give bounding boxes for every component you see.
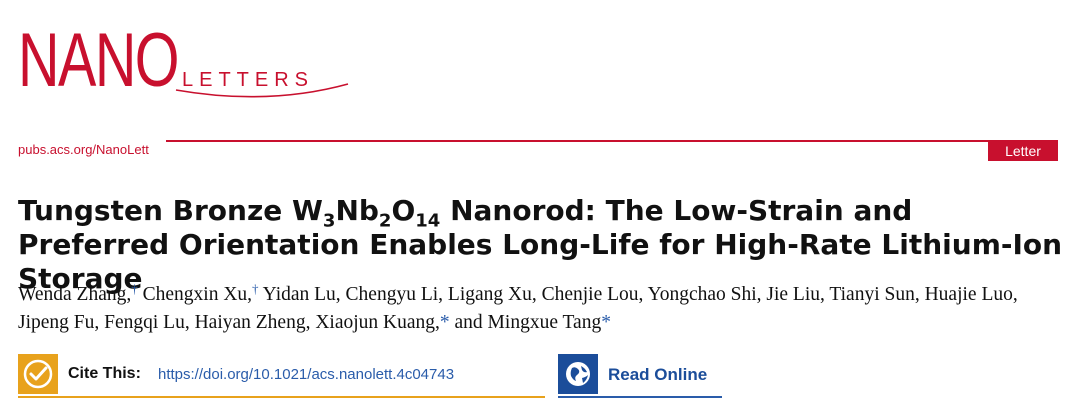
author-entry: and Mingxue Tang: [449, 312, 602, 333]
equal-contribution-mark[interactable]: †: [252, 280, 259, 296]
logo-main-text: NANO: [18, 18, 178, 103]
read-online-button[interactable]: Read Online: [558, 352, 722, 398]
author-entry: Wenda Zhang,: [18, 284, 132, 305]
logo-swoosh: [175, 83, 349, 98]
article-title: Tungsten Bronze W3Nb2O14 Nanorod: The Lo…: [18, 194, 1063, 295]
author-entry: Chengxin Xu,: [137, 284, 253, 305]
quote-check-icon[interactable]: [18, 354, 58, 394]
header-bar: pubs.acs.org/NanoLett Letter: [18, 140, 1058, 162]
corresponding-author-mark[interactable]: *: [601, 312, 611, 333]
read-online-label: Read Online: [608, 365, 708, 384]
equal-contribution-mark[interactable]: †: [131, 280, 138, 296]
article-type-badge: Letter: [988, 141, 1058, 161]
journal-url-link[interactable]: pubs.acs.org/NanoLett: [18, 142, 149, 157]
cite-label: Cite This:: [68, 365, 141, 382]
author-list: Wenda Zhang,† Chengxin Xu,† Yidan Lu, Ch…: [18, 281, 1068, 337]
logo-sub-text: LETTERS: [182, 69, 314, 91]
nano-letters-logo: NANO LETTERS: [18, 18, 349, 103]
globe-icon: [558, 354, 598, 394]
journal-logo: NANO LETTERS: [18, 6, 378, 116]
author-entry: Yidan Lu, Chengyu Li, Ligang Xu, Chenjie…: [18, 284, 1018, 333]
header-divider: [166, 140, 1058, 142]
doi-link[interactable]: https://doi.org/10.1021/acs.nanolett.4c0…: [158, 366, 455, 383]
corresponding-author-mark[interactable]: *: [439, 312, 450, 333]
cite-this-bar: Cite This: https://doi.org/10.1021/acs.n…: [18, 352, 545, 398]
